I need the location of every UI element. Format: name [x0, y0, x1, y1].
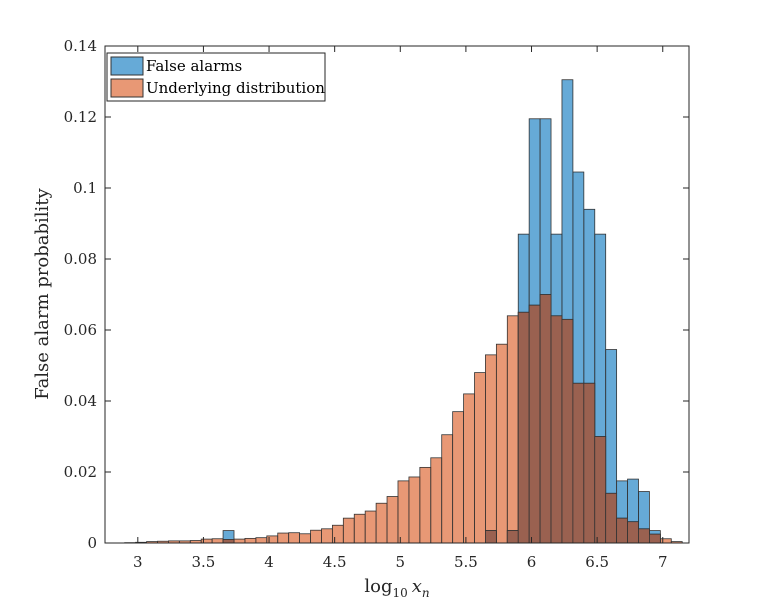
x-tick-label: 4: [264, 553, 274, 571]
underlying-bar: [244, 537, 257, 544]
legend-label-underlying-distribution: Underlying distribution: [146, 79, 325, 97]
y-tick-label: 0.12: [64, 108, 97, 126]
underlying-bar: [331, 524, 344, 544]
x-axis-label-subscript: 10: [392, 586, 407, 600]
x-axis-label-log: log: [364, 576, 392, 597]
x-tick-label: 6.5: [585, 553, 609, 571]
overlap-bar: [616, 517, 628, 544]
overlap-bar: [594, 436, 607, 544]
legend-label-false-alarms: False alarms: [146, 57, 242, 75]
x-axis-label-variable: x: [412, 576, 422, 597]
underlying-bar: [342, 517, 355, 544]
underlying-bar: [233, 538, 246, 544]
underlying-bar: [474, 372, 486, 544]
x-tick-label: 5.5: [454, 553, 478, 571]
y-tick-label: 0.02: [64, 463, 97, 481]
y-tick-label: 0.08: [64, 250, 97, 268]
underlying-bar: [288, 532, 300, 544]
x-tick-label: 7: [658, 553, 668, 571]
y-axis-label: False alarm probability: [32, 187, 53, 399]
overlap-bar: [583, 382, 596, 544]
underlying-bar: [419, 466, 432, 544]
underlying-bar: [211, 538, 224, 544]
underlying-bar: [485, 354, 497, 544]
overlap-bar: [222, 539, 235, 544]
underlying-bar: [353, 513, 366, 544]
overlap-bar: [485, 530, 497, 544]
underlying-bar: [266, 535, 279, 544]
y-axis-ticks: 0 0.02 0.04 0.06 0.08 0.1 0.12 0.14: [64, 37, 689, 552]
y-tick-label: 0.06: [64, 321, 97, 339]
legend-swatch-false-alarms: [110, 56, 144, 76]
underlying-bar: [452, 411, 464, 544]
x-axis-ticks: 3 3.5 4 4.5 5 5.5 6 6.5 7: [133, 46, 668, 571]
underlying-bar: [321, 528, 333, 544]
underlying-bar: [659, 538, 672, 544]
x-tick-label: 4.5: [323, 553, 347, 571]
underlying-bar: [310, 529, 322, 544]
overlap-bar: [649, 533, 661, 544]
overlap-bar: [605, 492, 618, 544]
underlying-bar: [277, 532, 290, 544]
overlap-bar: [517, 311, 530, 544]
legend: False alarms Underlying distribution: [106, 52, 326, 102]
x-tick-label: 5: [396, 553, 406, 571]
underlying-bar: [375, 502, 388, 544]
underlying-bar: [386, 496, 399, 544]
x-axis-label-variable-subscript: n: [422, 586, 430, 600]
overlap-bar: [561, 318, 574, 544]
x-tick-label: 6: [527, 553, 537, 571]
axes-box: [104, 45, 690, 544]
x-tick-label: 3.5: [191, 553, 215, 571]
underlying-bar: [299, 533, 311, 544]
overlap-bar: [627, 521, 639, 544]
legend-swatch-underlying-distribution: [110, 78, 144, 98]
underlying-bar: [397, 480, 410, 544]
x-axis-label: log10 xn: [364, 576, 429, 600]
underlying-bar: [430, 457, 443, 544]
overlap-bar: [550, 315, 563, 544]
underlying-bar: [408, 476, 421, 544]
y-tick-label: 0.04: [64, 392, 97, 410]
overlap-bar: [539, 294, 552, 544]
overlap-bar: [638, 528, 650, 544]
y-tick-label: 0.14: [64, 37, 97, 55]
y-tick-label: 0: [87, 534, 97, 552]
overlap-bar: [528, 304, 541, 544]
underlying-bar: [255, 537, 268, 544]
underlying-bar: [495, 343, 508, 544]
overlap-bar: [506, 530, 519, 544]
overlap-bar: [572, 382, 585, 544]
x-tick-label: 3: [133, 553, 143, 571]
underlying-bar: [463, 393, 475, 544]
underlying-bar: [441, 434, 454, 544]
underlying-bar: [506, 315, 519, 544]
underlying-bar: [200, 538, 213, 544]
underlying-bar: [364, 510, 377, 544]
y-tick-label: 0.1: [73, 179, 97, 197]
